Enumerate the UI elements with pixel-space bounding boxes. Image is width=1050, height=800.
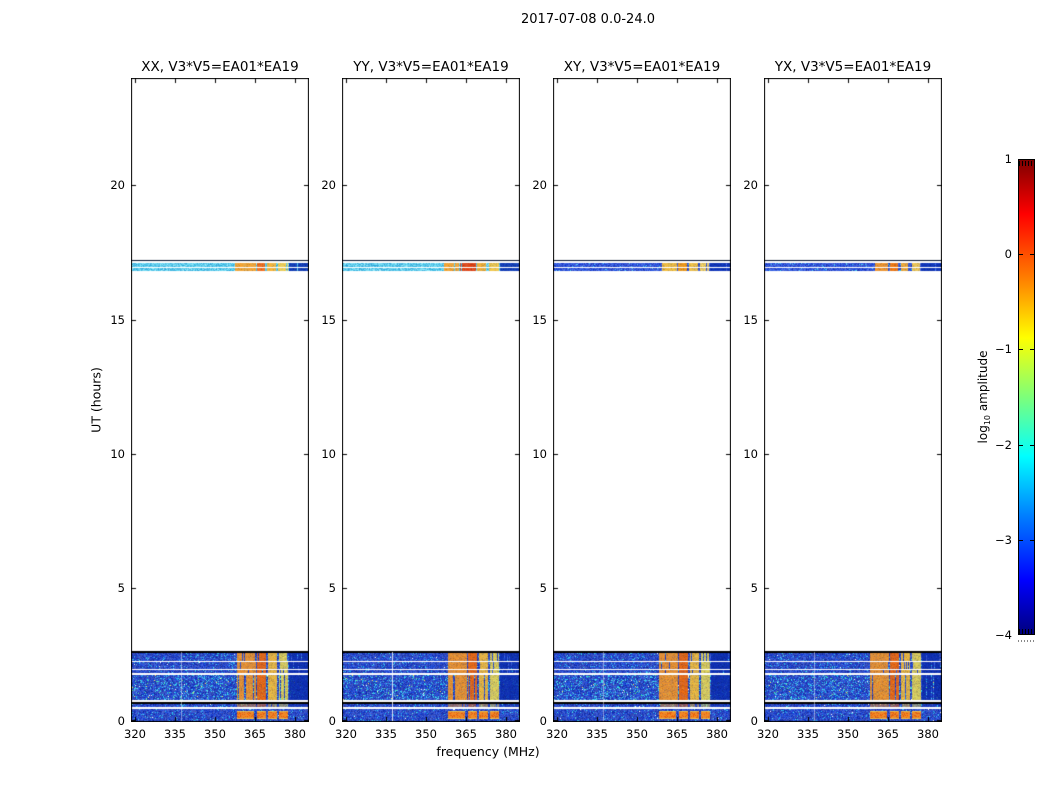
y-tick-label-xx-5: 5 [117,580,125,595]
y-tick-label-xy-0: 0 [539,714,547,728]
colorbar-tick-right-−2 [1030,444,1034,446]
y-tick-label-yy-5: 5 [328,580,336,595]
x-tick-label-xy-380: 380 [706,727,728,741]
y-tick-label-xx-20: 20 [110,178,125,193]
x-tick-label-yy-320: 320 [335,727,357,741]
spectrogram-panel-yy [342,78,520,722]
x-tick-label-xy-335: 335 [586,727,608,741]
y-tick-label-yx-5: 5 [750,580,758,595]
x-tick-label-xx-350: 350 [204,727,226,741]
y-tick-label-xx-0: 0 [117,714,125,728]
colorbar-axis-label: log10 amplitude [976,351,992,444]
panel-title-yx: YX, V3*V5=EA01*EA19 [774,59,932,75]
spectrogram-panel-xx [131,78,309,722]
y-tick-label-xx-15: 15 [110,312,125,327]
x-tick-label-yy-350: 350 [415,727,437,741]
colorbar-tick-label-−2: −2 [995,437,1012,452]
colorbar-tick-left-0 [1019,254,1023,256]
x-tick-label-yx-335: 335 [797,727,819,741]
colorbar-tick-left-−2 [1019,444,1023,446]
colorbar-label-suffix: amplitude [975,350,990,415]
x-tick-label-yy-365: 365 [455,727,477,741]
x-tick-label-xy-320: 320 [546,727,568,741]
colorbar-tick-right-0 [1030,254,1034,256]
colorbar-tick-label-−1: −1 [995,342,1012,357]
x-tick-label-xx-320: 320 [124,727,146,741]
spectrogram-panel-yx [764,78,942,722]
x-tick-label-yx-380: 380 [917,727,939,741]
colorbar-tick-label-0: 0 [1004,247,1012,262]
y-tick-label-yx-15: 15 [743,312,758,327]
spectrogram-panel-xy [553,78,731,722]
y-tick-label-xx-10: 10 [110,446,125,461]
colorbar-label-subscript: 10 [983,414,993,426]
y-tick-label-xy-10: 10 [532,446,547,461]
colorbar-tick-left-−1 [1019,349,1023,351]
figure-title: 2017-07-08 0.0-24.0 [521,12,655,27]
x-tick-label-yy-380: 380 [495,727,517,741]
panel-title-xx: XX, V3*V5=EA01*EA19 [141,59,299,75]
colorbar-tick-left-−3 [1019,539,1023,541]
x-tick-label-yx-350: 350 [837,727,859,741]
colorbar-tick-label-−4: −4 [995,628,1012,642]
colorbar-label-prefix: log [975,425,990,444]
x-axis-label: frequency (MHz) [436,744,540,759]
y-tick-label-yx-20: 20 [743,178,758,193]
y-axis-label: UT (hours) [88,367,104,433]
y-tick-label-xy-20: 20 [532,178,547,193]
y-tick-label-yy-10: 10 [321,446,336,461]
x-tick-label-yx-320: 320 [757,727,779,741]
x-tick-label-xx-365: 365 [244,727,266,741]
colorbar-tick-label-1: 1 [1004,152,1012,166]
y-tick-label-yy-15: 15 [321,312,336,327]
y-tick-label-yx-0: 0 [750,714,758,728]
colorbar-bottom-hatch-marks [1019,629,1034,634]
x-tick-label-yx-365: 365 [877,727,899,741]
colorbar-tick-label-−3: −3 [995,532,1012,547]
y-tick-label-xy-5: 5 [539,580,547,595]
colorbar-tick-right-−3 [1030,539,1034,541]
y-tick-label-xy-15: 15 [532,312,547,327]
x-tick-label-xx-380: 380 [284,727,306,741]
panel-title-xy: XY, V3*V5=EA01*EA19 [563,59,721,75]
colorbar-extend-dots [1018,640,1035,642]
x-tick-label-xy-350: 350 [626,727,648,741]
y-tick-label-yx-10: 10 [743,446,758,461]
x-tick-label-xy-365: 365 [666,727,688,741]
colorbar-top-hatch-marks [1019,161,1034,166]
colorbar-gradient [1018,159,1035,635]
colorbar-tick-right-−1 [1030,349,1034,351]
x-tick-label-yy-335: 335 [375,727,397,741]
x-tick-label-xx-335: 335 [164,727,186,741]
panel-title-yy: YY, V3*V5=EA01*EA19 [353,59,509,75]
y-tick-label-yy-20: 20 [321,178,336,193]
y-tick-label-yy-0: 0 [328,714,336,728]
